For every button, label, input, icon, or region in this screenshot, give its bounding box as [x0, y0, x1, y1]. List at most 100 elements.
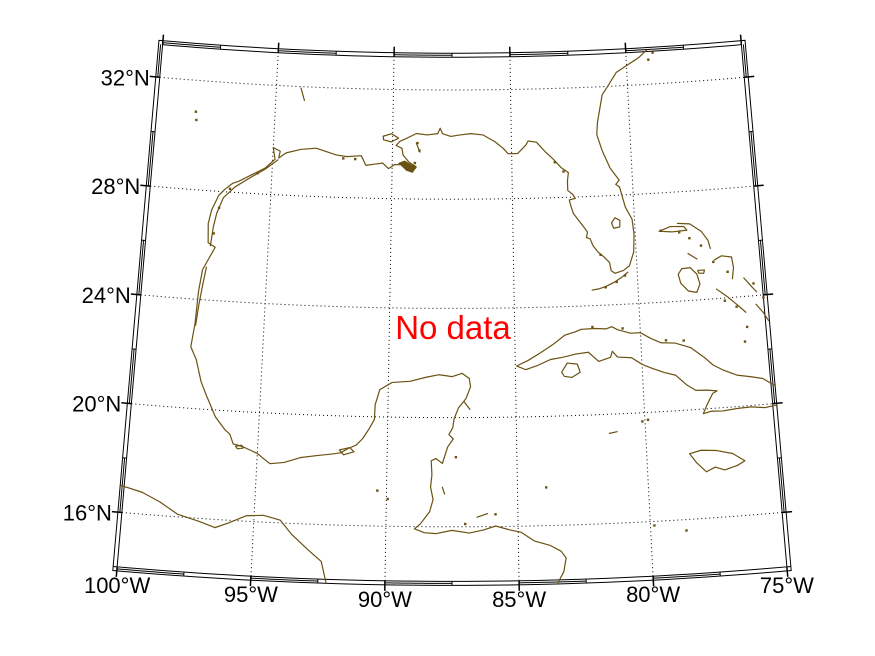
tick-top-80w [624, 42, 627, 53]
lat-label-16n: 16°N [63, 501, 112, 526]
gridline-lat-20 [131, 403, 773, 419]
island-speck [688, 237, 691, 240]
island-speck [195, 118, 198, 122]
island-speck [413, 161, 417, 165]
island-speck [623, 274, 627, 277]
tick-right-20n [772, 402, 783, 405]
frame-band-midline [769, 349, 776, 404]
island-speck [599, 253, 602, 256]
lat-label-20n: 20°N [72, 392, 121, 417]
frame-band-midline [742, 44, 747, 78]
tick-left-28n [140, 184, 151, 187]
no-data-annotation: No data [395, 309, 511, 346]
island-speck [386, 497, 389, 501]
tick-right-32n [744, 75, 755, 79]
island-speck [621, 327, 624, 330]
coastline-jamaica [689, 449, 746, 473]
island-speck [591, 325, 594, 329]
coastline-isla-de-la-juventud [561, 362, 581, 379]
tick-right-24n [763, 293, 774, 296]
tick-bottom-100w [115, 566, 118, 577]
island-speck [376, 489, 379, 492]
island-speck [464, 522, 467, 526]
island-speck [256, 172, 259, 175]
frame-outer-line [112, 39, 792, 586]
island-speck [604, 286, 607, 289]
coastline-mississippi-delta [398, 160, 417, 173]
frame-band-midline [653, 573, 721, 579]
frame-band-midline [750, 131, 757, 186]
frame-band-midline [147, 131, 154, 186]
graticule [121, 52, 783, 581]
coastline-long-island-bahamas [755, 303, 770, 322]
coastline-laguna-terminos [338, 446, 355, 456]
island-speck [454, 456, 458, 459]
island-speck [647, 58, 650, 61]
frame-band-midline [519, 580, 587, 584]
coastline-pacific-coast-mexico [118, 484, 327, 583]
lat-label-24n: 24°N [82, 283, 131, 308]
gridline-lat-28 [150, 185, 754, 200]
island-speck [418, 149, 421, 152]
tick-top-100w [161, 34, 165, 45]
coastline-tamaulipas-barrier [195, 266, 208, 326]
gridline-lat-32 [159, 76, 745, 91]
frame-band-midline [278, 50, 337, 54]
island-speck [659, 229, 662, 232]
lon-label-100w: 100°W [84, 573, 151, 598]
coastline-cat-island [743, 277, 758, 293]
island-speck [615, 280, 618, 284]
coastline-new-providence [697, 269, 706, 274]
axis-labels: 32°N 28°N 24°N 20°N 16°N 100°W 95°W 90°W 85°W 80°… [63, 65, 814, 612]
coastline-turneffe [441, 486, 446, 495]
island-speck [752, 282, 755, 285]
tick-left-32n [149, 75, 160, 79]
gridline-lon-80w [625, 52, 654, 577]
coastline-cozumel [463, 401, 471, 410]
island-speck [682, 339, 685, 342]
coastline-lake-okeechobee [610, 217, 621, 229]
island-speck [685, 529, 688, 532]
island-speck [494, 513, 497, 516]
frame-band-midline [625, 46, 684, 52]
island-speck [416, 141, 419, 145]
island-speck [553, 161, 556, 164]
gridline-lon-90w [384, 56, 395, 581]
island-speck [212, 232, 215, 235]
tick-left-24n [130, 293, 141, 296]
gridline-lat-16 [121, 511, 783, 528]
frame-band-midline [250, 577, 318, 582]
island-speck [726, 270, 729, 273]
island-speck [194, 110, 198, 113]
frame-band-midline [138, 240, 145, 295]
coastline-laguna-alvarado [235, 444, 244, 450]
lon-label-85w: 85°W [492, 587, 546, 612]
island-speck [743, 340, 747, 343]
island-speck [651, 51, 654, 54]
coastline-grand-cayman [608, 431, 618, 434]
tick-top-75w [739, 34, 743, 45]
frame-band-midline [128, 349, 135, 404]
island-speck [545, 486, 548, 489]
tick-top-95w [277, 42, 280, 53]
gridline-lon-95w [250, 52, 279, 577]
coastline-florida-keys [591, 271, 629, 291]
island-speck [653, 524, 656, 527]
lon-label-90w: 90°W [358, 587, 412, 612]
island-speck [712, 260, 715, 264]
island-speck [342, 157, 345, 160]
coastline-berry-islands [687, 252, 698, 260]
frame-band-midline [157, 44, 162, 78]
frame-ticks [111, 34, 793, 591]
gridline-lon-85w [509, 56, 520, 581]
island-speck [699, 244, 703, 247]
coastline-north-america-mainland [190, 49, 648, 584]
tick-right-16n [782, 510, 793, 514]
coastline-roatan [476, 512, 489, 518]
island-speck [641, 420, 644, 423]
island-speck [646, 418, 650, 421]
island-speck [354, 157, 357, 161]
lat-label-32n: 32°N [101, 65, 150, 90]
